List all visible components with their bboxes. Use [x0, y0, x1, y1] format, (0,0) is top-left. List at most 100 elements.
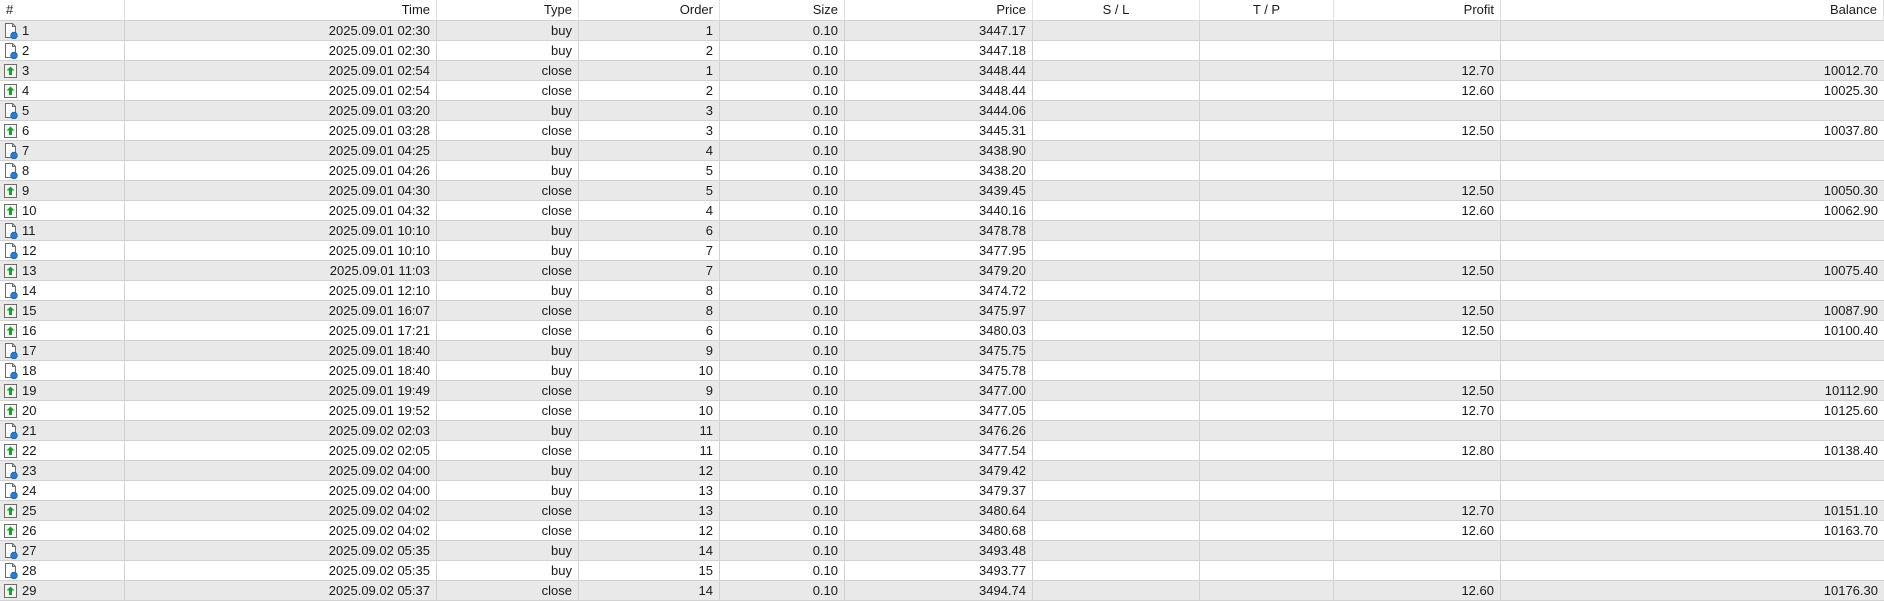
type-cell: close: [437, 121, 579, 140]
table-row[interactable]: 14 2025.09.01 12:10 buy 8 0.10 3474.72: [0, 281, 1884, 301]
green-up-arrow-icon: [4, 403, 18, 419]
sl-cell: [1033, 161, 1200, 180]
row-number: 17: [22, 343, 37, 358]
size-cell: 0.10: [720, 181, 845, 200]
balance-cell: [1501, 341, 1884, 360]
column-header-number[interactable]: #: [0, 0, 125, 20]
column-header-price[interactable]: Price: [845, 0, 1033, 20]
table-row[interactable]: 18 2025.09.01 18:40 buy 10 0.10 3475.78: [0, 361, 1884, 381]
table-row[interactable]: 6 2025.09.01 03:28 close 3 0.10 3445.31 12.50 1…: [0, 121, 1884, 141]
balance-cell: [1501, 141, 1884, 160]
table-row[interactable]: 1 2025.09.01 02:30 buy 1 0.10 3447.17: [0, 21, 1884, 41]
column-header-tp[interactable]: T / P: [1200, 0, 1334, 20]
type-cell: close: [437, 501, 579, 520]
column-header-size[interactable]: Size: [720, 0, 845, 20]
price-cell: 3475.97: [845, 301, 1033, 320]
table-row[interactable]: 10 2025.09.01 04:32 close 4 0.10 3440.16 12.60…: [0, 201, 1884, 221]
table-row[interactable]: 24 2025.09.02 04:00 buy 13 0.10 3479.37: [0, 481, 1884, 501]
table-row[interactable]: 25 2025.09.02 04:02 close 13 0.10 3480.64 12.7…: [0, 501, 1884, 521]
sl-cell: [1033, 241, 1200, 260]
tp-cell: [1200, 141, 1334, 160]
column-header-time[interactable]: Time: [125, 0, 437, 20]
table-row[interactable]: 21 2025.09.02 02:03 buy 11 0.10 3476.26: [0, 421, 1884, 441]
pending-document-icon: [4, 342, 18, 359]
profit-cell: 12.60: [1334, 521, 1501, 540]
profit-cell: [1334, 561, 1501, 580]
table-row[interactable]: 28 2025.09.02 05:35 buy 15 0.10 3493.77: [0, 561, 1884, 581]
table-row[interactable]: 5 2025.09.01 03:20 buy 3 0.10 3444.06: [0, 101, 1884, 121]
time-cell: 2025.09.01 18:40: [125, 361, 437, 380]
row-number: 19: [22, 383, 37, 398]
price-cell: 3440.16: [845, 201, 1033, 220]
table-body: 1 2025.09.01 02:30 buy 1 0.10 3447.17 2 2025.09…: [0, 21, 1884, 601]
type-cell: close: [437, 581, 579, 600]
table-row[interactable]: 22 2025.09.02 02:05 close 11 0.10 3477.54 12.8…: [0, 441, 1884, 461]
green-up-arrow-icon: [4, 183, 18, 199]
table-row[interactable]: 12 2025.09.01 10:10 buy 7 0.10 3477.95: [0, 241, 1884, 261]
table-row[interactable]: 4 2025.09.01 02:54 close 2 0.10 3448.44 12.60 1…: [0, 81, 1884, 101]
table-row[interactable]: 17 2025.09.01 18:40 buy 9 0.10 3475.75: [0, 341, 1884, 361]
table-row[interactable]: 3 2025.09.01 02:54 close 1 0.10 3448.44 12.70 1…: [0, 61, 1884, 81]
table-row[interactable]: 9 2025.09.01 04:30 close 5 0.10 3439.45 12.50 1…: [0, 181, 1884, 201]
order-cell: 3: [579, 121, 720, 140]
price-cell: 3444.06: [845, 101, 1033, 120]
row-number: 4: [22, 83, 30, 98]
tp-cell: [1200, 21, 1334, 40]
order-cell: 11: [579, 421, 720, 440]
time-cell: 2025.09.01 04:30: [125, 181, 437, 200]
price-cell: 3477.95: [845, 241, 1033, 260]
type-cell: buy: [437, 141, 579, 160]
balance-cell: [1501, 21, 1884, 40]
column-header-balance[interactable]: Balance: [1501, 0, 1884, 20]
table-row[interactable]: 15 2025.09.01 16:07 close 8 0.10 3475.97 12.50…: [0, 301, 1884, 321]
tp-cell: [1200, 381, 1334, 400]
balance-cell: 10100.40: [1823, 323, 1878, 338]
price-cell: 3480.68: [845, 521, 1033, 540]
sl-cell: [1033, 201, 1200, 220]
price-cell: 3447.18: [845, 41, 1033, 60]
sl-cell: [1033, 501, 1200, 520]
table-row[interactable]: 16 2025.09.01 17:21 close 6 0.10 3480.03 12.50…: [0, 321, 1884, 341]
column-header-type[interactable]: Type: [437, 0, 579, 20]
size-cell: 0.10: [720, 61, 845, 80]
table-row[interactable]: 19 2025.09.01 19:49 close 9 0.10 3477.00 12.50…: [0, 381, 1884, 401]
number-cell: 1: [0, 21, 125, 40]
row-number: 16: [22, 323, 37, 338]
table-row[interactable]: 23 2025.09.02 04:00 buy 12 0.10 3479.42: [0, 461, 1884, 481]
sl-cell: [1033, 101, 1200, 120]
order-cell: 10: [579, 401, 720, 420]
table-row[interactable]: 2 2025.09.01 02:30 buy 2 0.10 3447.18: [0, 41, 1884, 61]
price-cell: 3493.77: [845, 561, 1033, 580]
time-cell: 2025.09.01 04:26: [125, 161, 437, 180]
price-cell: 3477.05: [845, 401, 1033, 420]
column-header-order[interactable]: Order: [579, 0, 720, 20]
order-cell: 2: [579, 41, 720, 60]
green-up-arrow-icon: [4, 503, 18, 519]
price-cell: 3478.78: [845, 221, 1033, 240]
row-number: 8: [22, 163, 30, 178]
table-row[interactable]: 11 2025.09.01 10:10 buy 6 0.10 3478.78: [0, 221, 1884, 241]
green-up-arrow-icon: [4, 443, 18, 459]
table-row[interactable]: 13 2025.09.01 11:03 close 7 0.10 3479.20 12.50…: [0, 261, 1884, 281]
row-number: 1: [22, 23, 30, 38]
balance-cell: 10037.80: [1823, 123, 1878, 138]
price-cell: 3477.00: [845, 381, 1033, 400]
profit-cell: 12.50: [1334, 301, 1501, 320]
table-row[interactable]: 7 2025.09.01 04:25 buy 4 0.10 3438.90: [0, 141, 1884, 161]
order-cell: 7: [579, 241, 720, 260]
table-row[interactable]: 27 2025.09.02 05:35 buy 14 0.10 3493.48: [0, 541, 1884, 561]
table-row[interactable]: 8 2025.09.01 04:26 buy 5 0.10 3438.20: [0, 161, 1884, 181]
column-header-sl[interactable]: S / L: [1033, 0, 1200, 20]
type-cell: buy: [437, 341, 579, 360]
balance-cell: 10087.90: [1823, 303, 1878, 318]
table-row[interactable]: 20 2025.09.01 19:52 close 10 0.10 3477.05 12.7…: [0, 401, 1884, 421]
size-cell: 0.10: [720, 561, 845, 580]
balance-cell: [1501, 221, 1884, 240]
size-cell: 0.10: [720, 481, 845, 500]
sl-cell: [1033, 221, 1200, 240]
tp-cell: [1200, 101, 1334, 120]
price-cell: 3448.44: [845, 81, 1033, 100]
table-row[interactable]: 29 2025.09.02 05:37 close 14 0.10 3494.74 12.6…: [0, 581, 1884, 601]
table-row[interactable]: 26 2025.09.02 04:02 close 12 0.10 3480.68 12.6…: [0, 521, 1884, 541]
column-header-profit[interactable]: Profit: [1334, 0, 1501, 20]
